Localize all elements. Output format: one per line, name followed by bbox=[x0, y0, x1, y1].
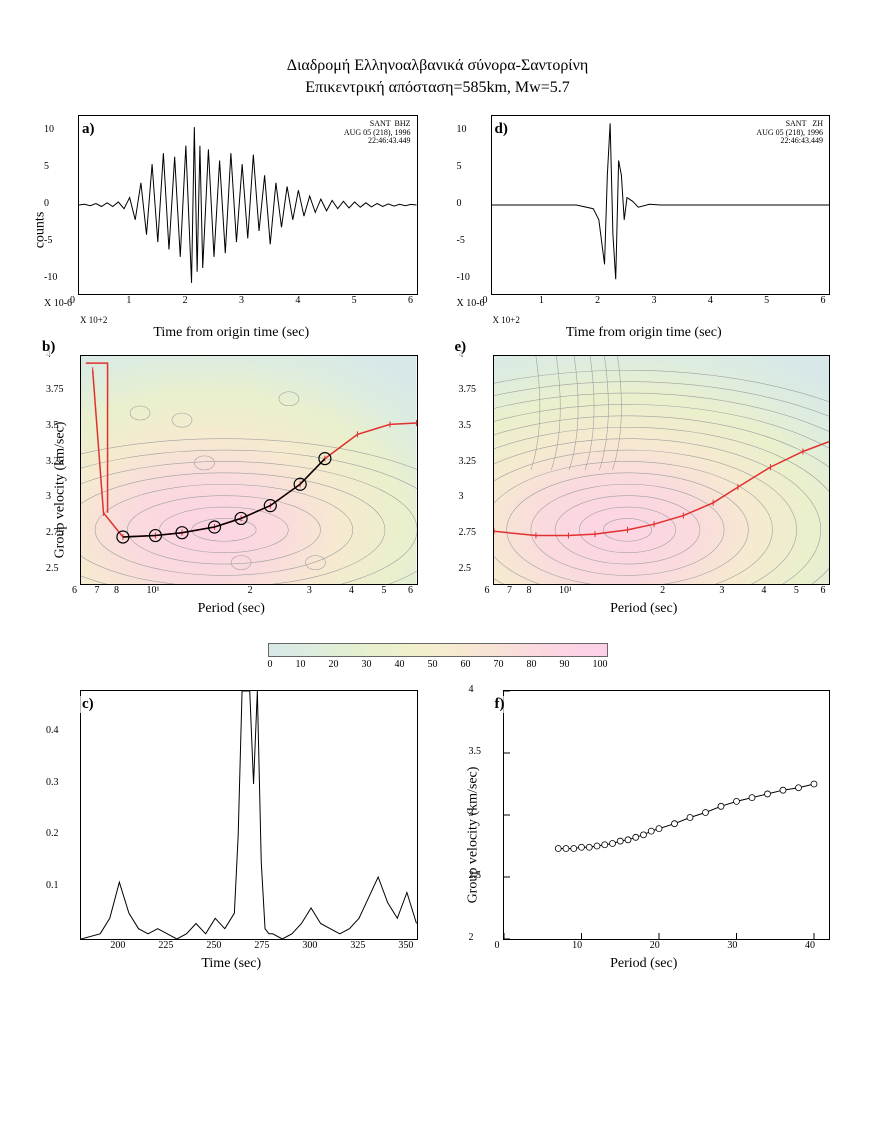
panel-c-plot bbox=[80, 690, 418, 940]
panel-b: b) Group velocity (km/sec) 67810¹23456 2… bbox=[40, 355, 423, 625]
panel-d-xscale-note: X 10+2 bbox=[493, 315, 520, 325]
panel-f-plot bbox=[503, 690, 831, 940]
panel-d-yscale-note: X 10-6 bbox=[457, 298, 485, 309]
panel-f-label: f) bbox=[493, 696, 507, 713]
panel-e-label: e) bbox=[453, 339, 469, 356]
panel-c-xlabel: Time (sec) bbox=[40, 956, 423, 972]
panel-a-yscale-note: X 10-6 bbox=[44, 298, 72, 309]
panel-a: a) counts SANT BHZ AUG 05 (218), 1996 22… bbox=[40, 115, 423, 345]
panel-d-label: d) bbox=[493, 121, 510, 138]
panel-d-plot: SANT ZH AUG 05 (218), 1996 22:46:43.449 bbox=[491, 115, 831, 295]
panel-c-label: c) bbox=[80, 696, 96, 713]
panel-d-xlabel: Time from origin time (sec) bbox=[453, 325, 836, 341]
panel-a-xscale-note: X 10+2 bbox=[80, 315, 107, 325]
panel-f: f) Group velocity (km/sec) 010203040 22.… bbox=[453, 690, 836, 980]
panel-a-plot: SANT BHZ AUG 05 (218), 1996 22:46:43.449 bbox=[78, 115, 418, 295]
panel-b-label: b) bbox=[40, 339, 57, 356]
panel-d-meta: SANT ZH AUG 05 (218), 1996 22:46:43.449 bbox=[756, 120, 823, 146]
panel-a-meta: SANT BHZ AUG 05 (218), 1996 22:46:43.449 bbox=[344, 120, 411, 146]
title-line-2: Επικεντρική απόσταση=585km, Mw=5.7 bbox=[20, 77, 855, 99]
panel-f-ylabel: Group velocity (km/sec) bbox=[465, 766, 481, 903]
panel-a-xlabel: Time from origin time (sec) bbox=[40, 325, 423, 341]
panel-c: c) 200225250275300325350 0.10.20.30.4 Ti… bbox=[40, 690, 423, 980]
panel-f-xlabel: Period (sec) bbox=[453, 956, 836, 972]
panel-e: e) 67810¹23456 2.52.7533.253.53.754 Peri… bbox=[453, 355, 836, 625]
panel-d: d) SANT ZH AUG 05 (218), 1996 22:46:43.4… bbox=[453, 115, 836, 345]
colorbar bbox=[268, 643, 608, 657]
colorbar-row: 0102030405060708090100 bbox=[40, 643, 835, 670]
panel-b-plot bbox=[80, 355, 418, 585]
panel-b-xlabel: Period (sec) bbox=[40, 601, 423, 617]
panel-e-plot bbox=[493, 355, 831, 585]
figure-title: Διαδρομή Ελληνοαλβανικά σύνορα-Σαντορίνη… bbox=[20, 55, 855, 100]
panel-e-xlabel: Period (sec) bbox=[453, 601, 836, 617]
title-line-1: Διαδρομή Ελληνοαλβανικά σύνορα-Σαντορίνη bbox=[20, 55, 855, 77]
colorbar-ticks: 0102030405060708090100 bbox=[268, 659, 608, 670]
panel-a-label: a) bbox=[80, 121, 97, 138]
